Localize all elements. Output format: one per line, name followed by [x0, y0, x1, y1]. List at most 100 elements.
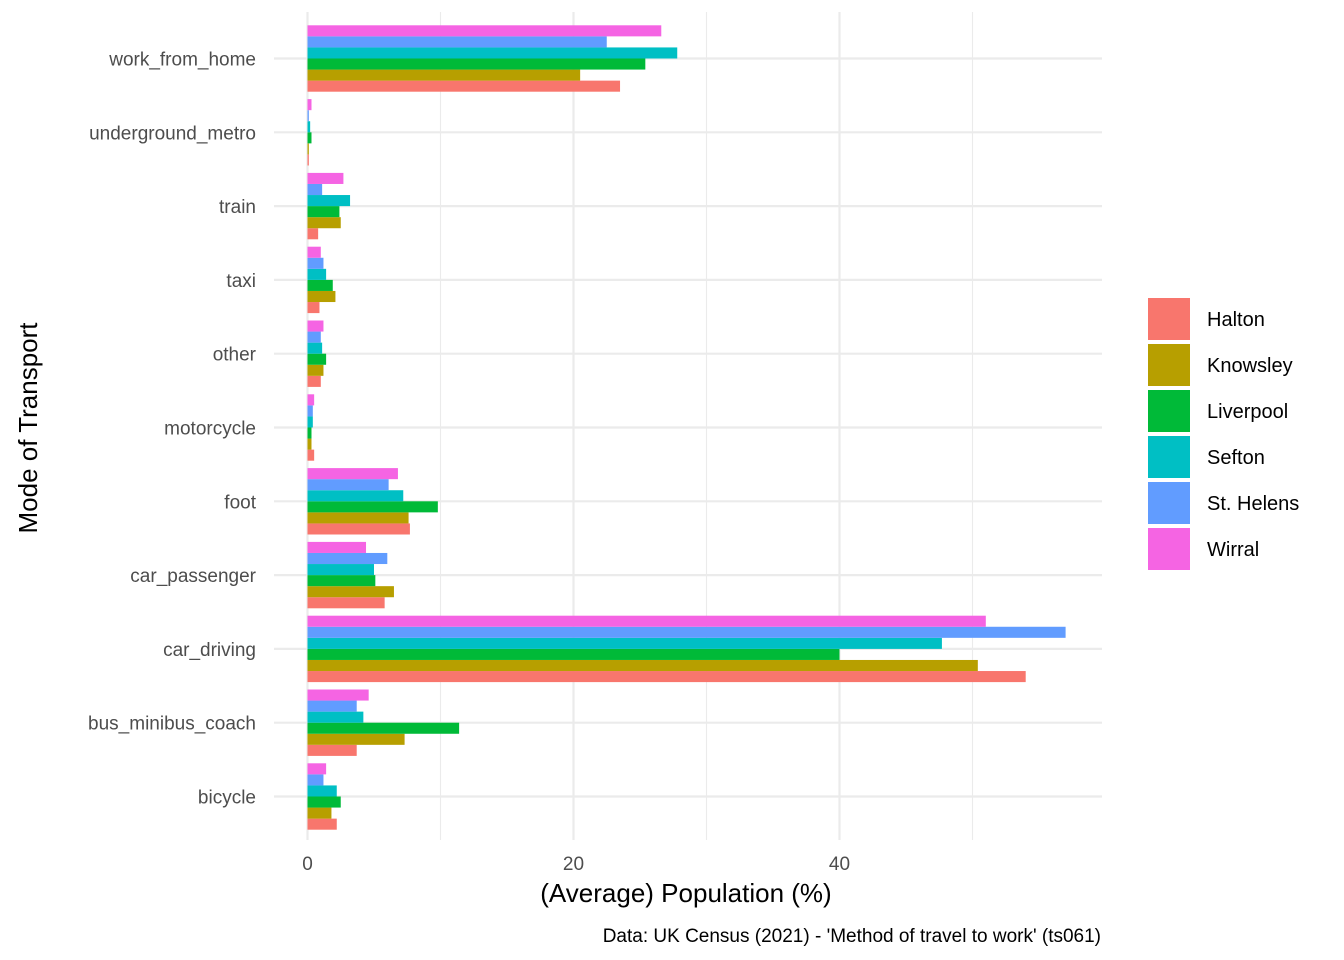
legend-key: [1148, 390, 1190, 432]
y-axis-title: Mode of Transport: [13, 322, 43, 534]
bar-car_passenger-wirral: [307, 541, 367, 553]
legend-key: [1148, 482, 1190, 524]
y-axis-tick-labels: bicycle bus_minibus_coach car_driving car_p…: [88, 50, 257, 809]
bar-bicycle-knowsley: [307, 807, 332, 819]
legend-label: Halton: [1207, 309, 1265, 331]
y-tick-label: underground_metro: [89, 123, 256, 144]
bar-taxi-knowsley: [307, 290, 336, 303]
x-axis-tick-labels: 0 20 40: [302, 854, 850, 875]
bar-train-liverpool: [307, 206, 340, 218]
bar-other-sefton: [307, 342, 323, 354]
bar-train-halton: [307, 228, 319, 240]
bar-underground_metro-halton: [307, 154, 309, 166]
bar-bus_minibus_coach-knowsley: [307, 733, 405, 745]
bar-motorcycle-liverpool: [307, 427, 312, 439]
bar-underground_metro-sefton: [307, 121, 311, 133]
x-tick-label: 0: [302, 854, 313, 875]
x-tick-label: 40: [829, 854, 850, 875]
y-tick-label: train: [219, 197, 256, 218]
bar-train-wirral: [307, 172, 344, 184]
legend-label: St. Helens: [1207, 493, 1299, 515]
bar-train-st-helens: [307, 183, 323, 196]
bar-bus_minibus_coach-wirral: [307, 689, 369, 701]
bar-car_driving-sefton: [307, 637, 942, 649]
bar-bicycle-halton: [307, 818, 337, 830]
bar-underground_metro-wirral: [307, 99, 312, 111]
y-tick-label: bicycle: [198, 788, 256, 809]
bar-work_from_home-sefton: [307, 47, 678, 59]
bar-motorcycle-knowsley: [307, 438, 312, 450]
bar-other-wirral: [307, 320, 324, 332]
bar-bus_minibus_coach-sefton: [307, 711, 364, 723]
y-tick-label: taxi: [226, 271, 256, 292]
bar-car_driving-st-helens: [307, 626, 1066, 638]
bar-foot-st-helens: [307, 479, 389, 491]
chart-caption: Data: UK Census (2021) - 'Method of trav…: [603, 926, 1101, 947]
bar-motorcycle-wirral: [307, 394, 315, 406]
bar-other-halton: [307, 375, 321, 387]
bar-work_from_home-liverpool: [307, 58, 646, 70]
bar-bus_minibus_coach-st-helens: [307, 700, 357, 712]
bar-train-sefton: [307, 195, 351, 207]
bar-foot-wirral: [307, 468, 398, 480]
bar-train-knowsley: [307, 217, 341, 229]
bar-underground_metro-st-helens: [307, 110, 309, 122]
bar-car_driving-wirral: [307, 615, 986, 627]
bar-foot-liverpool: [307, 501, 438, 513]
bar-other-liverpool: [307, 353, 327, 365]
grid-lines: [274, 12, 1102, 840]
legend-key: [1148, 344, 1190, 386]
bar-underground_metro-knowsley: [307, 143, 309, 155]
legend-label: Wirral: [1207, 539, 1259, 561]
legend-label: Liverpool: [1207, 401, 1288, 423]
bar-bicycle-liverpool: [307, 796, 341, 808]
bar-other-knowsley: [307, 364, 324, 376]
legend-key: [1148, 528, 1190, 570]
bar-bicycle-sefton: [307, 785, 337, 797]
y-tick-label: motorcycle: [164, 419, 256, 440]
y-tick-label: foot: [224, 492, 256, 513]
legend-label: Sefton: [1207, 447, 1265, 469]
bar-other-st-helens: [307, 331, 321, 343]
bar-bus_minibus_coach-liverpool: [307, 722, 460, 734]
bar-work_from_home-st-helens: [307, 36, 607, 48]
bar-foot-knowsley: [307, 512, 409, 524]
x-tick-label: 20: [563, 854, 584, 875]
bar-work_from_home-knowsley: [307, 69, 581, 81]
y-tick-label: work_from_home: [108, 50, 256, 71]
legend-key: [1148, 298, 1190, 340]
bar-work_from_home-wirral: [307, 25, 662, 37]
bar-underground_metro-liverpool: [307, 132, 312, 144]
bar-car_passenger-knowsley: [307, 586, 394, 598]
bar-motorcycle-st-helens: [307, 405, 313, 417]
legend-label: Knowsley: [1207, 355, 1293, 377]
legend: Halton Knowsley Liverpool Sefton St. Helens W…: [1148, 298, 1299, 570]
bar-car_driving-liverpool: [307, 648, 840, 660]
bars: [307, 25, 1066, 830]
bar-car_passenger-st-helens: [307, 552, 388, 565]
y-tick-label: bus_minibus_coach: [88, 714, 256, 735]
bar-bus_minibus_coach-halton: [307, 744, 357, 756]
bar-foot-sefton: [307, 490, 404, 502]
legend-key: [1148, 436, 1190, 478]
bar-car_driving-halton: [307, 671, 1026, 683]
y-tick-label: car_passenger: [130, 566, 256, 587]
bar-taxi-liverpool: [307, 279, 333, 291]
bar-foot-halton: [307, 523, 410, 535]
x-axis-title: (Average) Population (%): [540, 878, 831, 908]
bar-car_passenger-sefton: [307, 564, 374, 576]
bar-bicycle-wirral: [307, 763, 327, 775]
bar-taxi-halton: [307, 302, 320, 314]
bar-work_from_home-halton: [307, 80, 621, 92]
bar-taxi-sefton: [307, 268, 327, 280]
y-tick-label: car_driving: [163, 640, 256, 661]
bar-taxi-wirral: [307, 246, 321, 258]
bar-motorcycle-sefton: [307, 416, 313, 428]
bar-taxi-st-helens: [307, 257, 324, 269]
bar-motorcycle-halton: [307, 449, 315, 461]
bar-car_passenger-halton: [307, 597, 385, 609]
bar-bicycle-st-helens: [307, 774, 324, 786]
bar-car_driving-knowsley: [307, 659, 978, 672]
y-tick-label: other: [213, 345, 257, 366]
